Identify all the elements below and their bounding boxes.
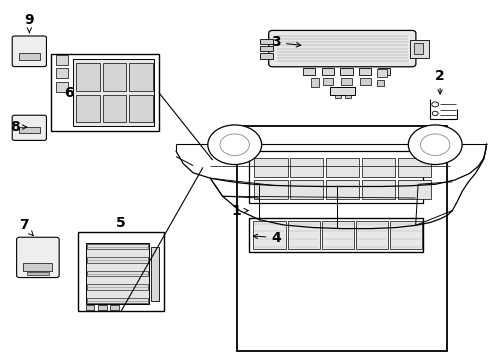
Text: 4: 4	[253, 231, 281, 244]
Circle shape	[431, 111, 437, 116]
Text: 3: 3	[271, 36, 300, 49]
Text: 1: 1	[231, 204, 248, 217]
Bar	[260, 53, 272, 59]
Bar	[329, 86, 354, 94]
Text: 9: 9	[24, 13, 34, 32]
Circle shape	[431, 102, 438, 107]
Bar	[303, 68, 315, 76]
Bar	[361, 158, 394, 177]
Bar	[334, 94, 340, 98]
Bar	[289, 158, 323, 177]
Bar	[98, 305, 106, 310]
Circle shape	[407, 125, 461, 165]
Bar	[23, 263, 52, 271]
Bar	[51, 54, 159, 131]
Bar	[76, 63, 100, 91]
Bar	[129, 95, 153, 122]
Bar	[249, 218, 422, 252]
Bar	[340, 68, 352, 76]
Bar	[110, 305, 119, 310]
Text: 7: 7	[19, 218, 33, 235]
Bar	[85, 305, 94, 310]
FancyBboxPatch shape	[268, 31, 415, 67]
Bar	[56, 82, 68, 92]
Bar	[253, 221, 285, 249]
Text: 5: 5	[116, 216, 125, 230]
Bar	[19, 53, 40, 60]
Bar	[287, 221, 319, 249]
Bar	[56, 55, 68, 65]
Circle shape	[220, 134, 249, 156]
Bar	[361, 180, 394, 199]
Bar	[87, 284, 147, 290]
Bar	[254, 180, 287, 199]
Bar	[358, 68, 370, 76]
FancyBboxPatch shape	[17, 237, 59, 278]
Bar	[85, 243, 149, 304]
FancyBboxPatch shape	[12, 115, 46, 140]
Circle shape	[207, 125, 261, 165]
Bar	[322, 78, 333, 85]
Bar	[87, 298, 147, 303]
Bar	[376, 80, 384, 86]
Bar	[321, 68, 333, 76]
Bar	[87, 271, 147, 276]
Bar	[260, 46, 272, 51]
Bar	[355, 221, 387, 249]
Bar	[289, 180, 323, 199]
Bar	[87, 244, 147, 249]
Bar	[249, 151, 422, 203]
Text: 8: 8	[10, 120, 27, 134]
Bar	[129, 63, 153, 91]
Bar	[260, 39, 272, 44]
Bar	[73, 59, 154, 126]
Bar	[56, 68, 68, 78]
Text: 6: 6	[63, 86, 73, 100]
Bar	[310, 78, 319, 87]
Circle shape	[420, 134, 449, 156]
Bar	[27, 272, 49, 275]
Bar	[377, 68, 389, 76]
Bar	[408, 40, 428, 58]
Bar	[389, 221, 422, 249]
Text: 2: 2	[434, 69, 444, 94]
Bar	[397, 180, 430, 199]
Bar	[397, 158, 430, 177]
Bar	[341, 78, 351, 85]
Bar	[102, 95, 126, 122]
Bar	[359, 78, 370, 85]
Bar	[237, 126, 447, 351]
Bar	[19, 127, 40, 133]
Bar	[87, 257, 147, 263]
Bar	[344, 94, 350, 98]
Bar	[376, 69, 386, 77]
Bar	[413, 43, 422, 54]
Bar	[78, 232, 163, 311]
Bar	[325, 180, 359, 199]
Bar	[150, 247, 159, 301]
Bar	[325, 158, 359, 177]
Bar	[102, 63, 126, 91]
Bar	[321, 221, 353, 249]
Bar	[76, 95, 100, 122]
FancyBboxPatch shape	[12, 36, 46, 67]
Bar	[254, 158, 287, 177]
